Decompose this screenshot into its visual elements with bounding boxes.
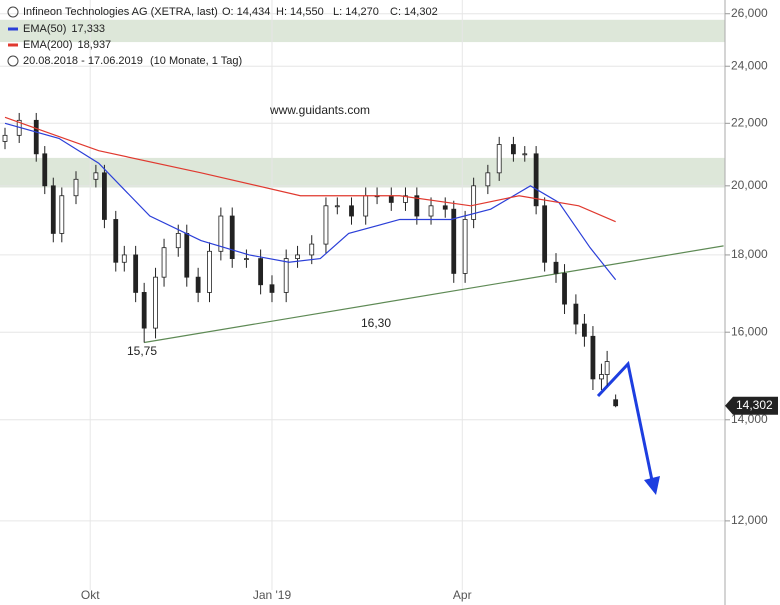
watermark: www.guidants.com xyxy=(269,103,370,117)
candle-body xyxy=(2,134,8,142)
y-tick-label: 24,000 xyxy=(731,58,768,72)
candle-body xyxy=(283,258,289,293)
candle-body xyxy=(428,205,434,217)
candle-body xyxy=(553,261,559,274)
header-value: L: 14,270 xyxy=(333,6,379,18)
candle-body xyxy=(334,205,340,208)
candle-body xyxy=(522,153,528,156)
y-tick-label: 20,000 xyxy=(731,178,768,192)
candle-body xyxy=(599,374,604,380)
y-tick-label: 16,000 xyxy=(731,324,768,338)
candle-body xyxy=(73,178,79,197)
candle-body xyxy=(363,195,369,217)
candle-body xyxy=(451,208,457,274)
ema-line xyxy=(4,122,617,281)
y-tick-label: 22,000 xyxy=(731,115,768,129)
candle-body xyxy=(50,185,56,234)
legend-swatch xyxy=(8,43,18,47)
arrow xyxy=(596,360,656,491)
legend-label: EMA(50) xyxy=(23,23,66,35)
arrow-head xyxy=(644,476,660,495)
candle-body xyxy=(309,243,315,256)
plot-area xyxy=(0,0,725,590)
legend-icon xyxy=(7,6,19,18)
price-label: 14,302 xyxy=(736,398,773,412)
candle-body xyxy=(218,215,224,252)
candle-body xyxy=(471,185,477,220)
candle-body xyxy=(562,273,567,305)
trendline xyxy=(144,245,724,344)
candle-body xyxy=(542,205,548,263)
candle-body xyxy=(42,153,48,187)
zone xyxy=(0,157,725,188)
candle-body xyxy=(113,219,119,263)
y-tick-label: 12,000 xyxy=(731,513,768,527)
candle-body xyxy=(403,195,408,203)
x-tick-label: Jan '19 xyxy=(253,588,292,602)
period: (10 Monate, 1 Tag) xyxy=(150,55,242,67)
candle-body xyxy=(269,284,275,293)
header-value: O: 14,434 xyxy=(222,6,270,18)
candle-body xyxy=(184,233,190,278)
candle-body xyxy=(295,254,300,259)
candle-body xyxy=(59,195,65,234)
candle-body xyxy=(533,153,539,207)
legend-value: 18,937 xyxy=(78,39,112,51)
candle-body xyxy=(496,144,502,174)
candle-body xyxy=(121,254,127,263)
legend-title: Infineon Technologies AG (XETRA, last) xyxy=(23,6,218,18)
candle-body xyxy=(511,144,516,155)
candle-body xyxy=(133,254,139,293)
candle-body xyxy=(207,250,212,293)
candle-body xyxy=(258,258,264,286)
y-tick-label: 26,000 xyxy=(731,6,768,20)
candle-body xyxy=(604,361,610,375)
candle-body xyxy=(33,119,39,155)
candle-body xyxy=(414,195,420,217)
x-tick-label: Okt xyxy=(81,588,100,602)
candle-body xyxy=(349,205,354,217)
annotation: 15,75 xyxy=(127,344,157,358)
annotation: 16,30 xyxy=(361,316,391,330)
legend-value: 17,333 xyxy=(71,23,105,35)
candle-body xyxy=(244,258,249,260)
candle-body xyxy=(195,276,201,293)
legend-label: EMA(200) xyxy=(23,39,73,51)
candle-body xyxy=(141,292,147,329)
candle-body xyxy=(93,172,99,180)
header-value: C: 14,302 xyxy=(390,6,438,18)
zone xyxy=(0,19,725,43)
candle-body xyxy=(613,399,619,407)
candle-body xyxy=(462,219,468,274)
candle-body xyxy=(229,215,235,259)
clock-icon xyxy=(7,55,19,67)
legend-swatch xyxy=(8,27,18,31)
candle-body xyxy=(323,205,329,245)
date-range: 20.08.2018 - 17.06.2019 xyxy=(23,55,143,67)
y-tick-label: 18,000 xyxy=(731,247,768,261)
candle-body xyxy=(102,172,107,220)
candle-body xyxy=(442,205,448,210)
candle-body xyxy=(175,233,181,249)
candle-body xyxy=(161,247,167,278)
candle-body xyxy=(573,303,579,325)
legend: Infineon Technologies AG (XETRA, last) O… xyxy=(7,6,438,67)
ema-line xyxy=(4,116,616,223)
y-tick-label: 14,000 xyxy=(731,412,768,426)
header-value: H: 14,550 xyxy=(276,6,324,18)
candle-body xyxy=(388,195,394,203)
candle-body xyxy=(590,335,596,380)
candle-body xyxy=(582,323,587,337)
x-tick-label: Apr xyxy=(453,588,472,602)
price-marker xyxy=(725,396,778,415)
candle-body xyxy=(485,172,491,187)
candle-body xyxy=(153,276,158,329)
